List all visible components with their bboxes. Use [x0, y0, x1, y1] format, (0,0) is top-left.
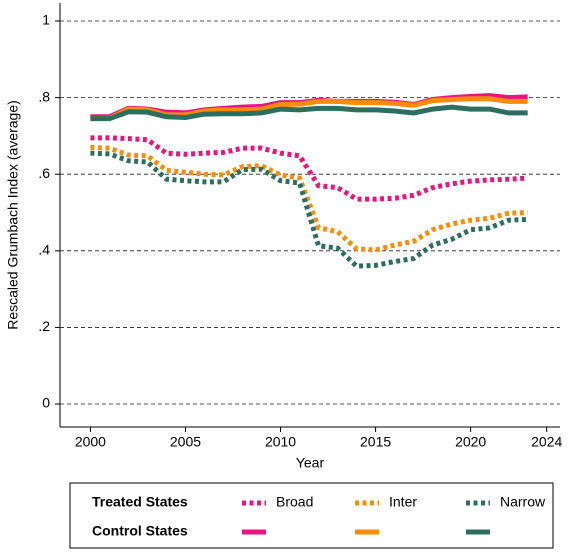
x-tick-label: 2020	[455, 434, 486, 450]
y-tick-label: .2	[38, 318, 50, 334]
legend-row-label: Control States	[92, 523, 188, 539]
legend-box	[69, 482, 554, 549]
y-tick-label: 1	[42, 12, 50, 28]
legend-label: Narrow	[500, 494, 546, 510]
series-line	[90, 104, 528, 122]
y-tick-label: .6	[38, 165, 50, 181]
y-axis-label: Rescaled Grumbach Index (average)	[5, 100, 21, 330]
y-tick-label: .8	[38, 88, 50, 104]
x-tick-label: 2015	[360, 434, 391, 450]
series-line	[90, 135, 528, 202]
y-tick-label: 0	[42, 395, 50, 411]
y-tick-label: .4	[38, 242, 50, 258]
legend-row-label: Treated States	[92, 494, 188, 510]
series-line	[90, 150, 528, 269]
x-tick-label: 2005	[170, 434, 201, 450]
series-line	[90, 144, 528, 253]
legend-label: Inter	[389, 494, 417, 510]
x-tick-label: 2024	[531, 434, 562, 450]
x-tick-label: 2000	[75, 434, 106, 450]
legend-label: Broad	[276, 494, 313, 510]
x-axis-label: Year	[296, 455, 325, 471]
x-tick-label: 2010	[265, 434, 296, 450]
